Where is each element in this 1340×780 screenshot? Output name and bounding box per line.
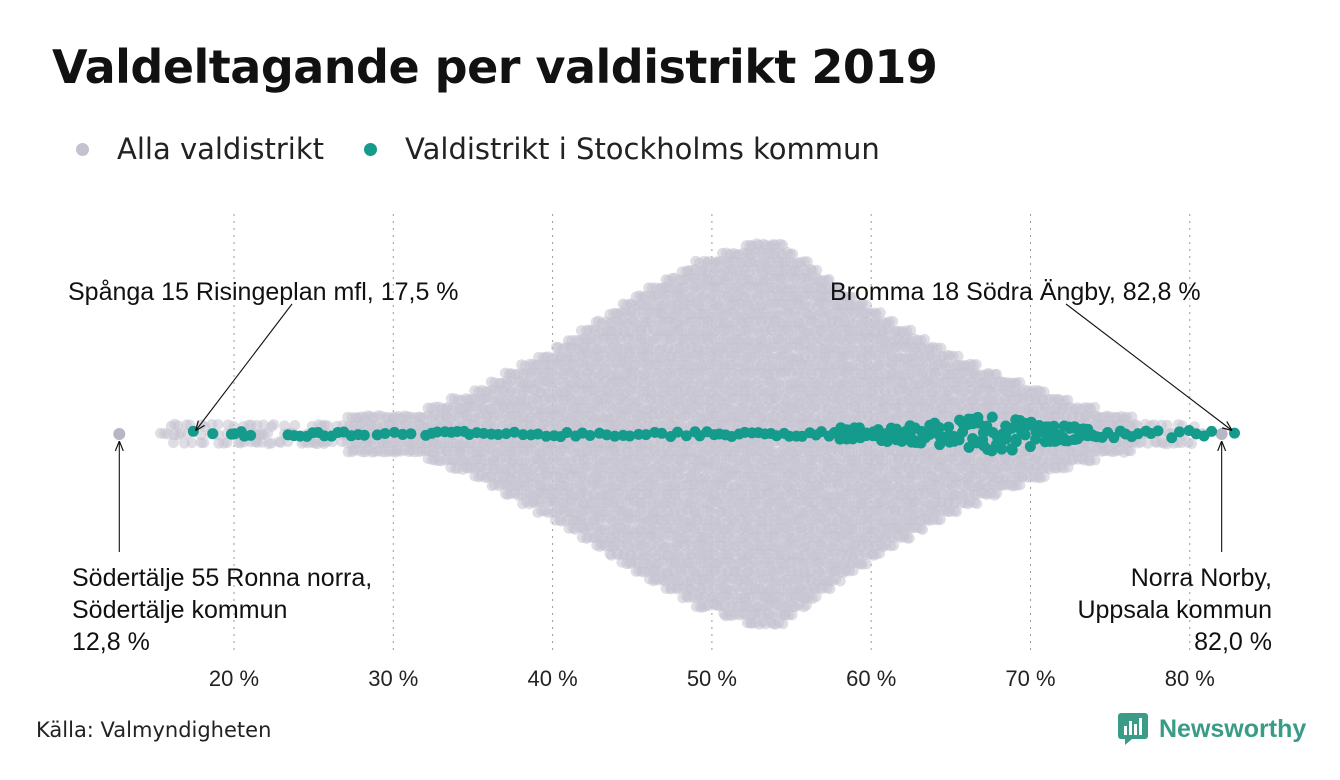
all-district-dot bbox=[860, 558, 872, 570]
beeswarm-chart: 20 % 30 % 40 % 50 % 60 % 70 % 80 % bbox=[113, 214, 1241, 691]
all-district-dot bbox=[186, 437, 198, 449]
chart-title: Valdeltagande per valdistrikt 2019 bbox=[52, 40, 938, 94]
all-district-dot bbox=[970, 359, 982, 370]
legend-item-stockholm: Valdistrikt i Stockholms kommun bbox=[364, 132, 880, 166]
legend-dot-all bbox=[76, 142, 89, 156]
all-district-dot bbox=[777, 618, 789, 630]
legend-item-all: Alla valdistrikt bbox=[76, 132, 324, 166]
all-district-dot bbox=[258, 419, 269, 431]
legend-dot-stockholm bbox=[364, 142, 378, 156]
all-district-dot bbox=[917, 524, 928, 536]
all-district-dot bbox=[322, 420, 334, 432]
legend-label-stockholm: Valdistrikt i Stockholms kommun bbox=[405, 132, 880, 166]
all-district-dot bbox=[887, 316, 899, 327]
legend-label-all: Alla valdistrikt bbox=[117, 132, 325, 166]
all-district-dot bbox=[289, 419, 301, 431]
all-district-dot bbox=[268, 419, 280, 430]
all-district-dot bbox=[198, 437, 210, 449]
legend: Alla valdistrikt Valdistrikt i Stockholm… bbox=[76, 132, 920, 166]
all-district-dot bbox=[168, 437, 179, 449]
all-district-dot bbox=[903, 532, 915, 544]
all-district-dot bbox=[212, 419, 224, 430]
all-district-dot bbox=[874, 307, 886, 319]
all-district-dot bbox=[971, 498, 983, 510]
